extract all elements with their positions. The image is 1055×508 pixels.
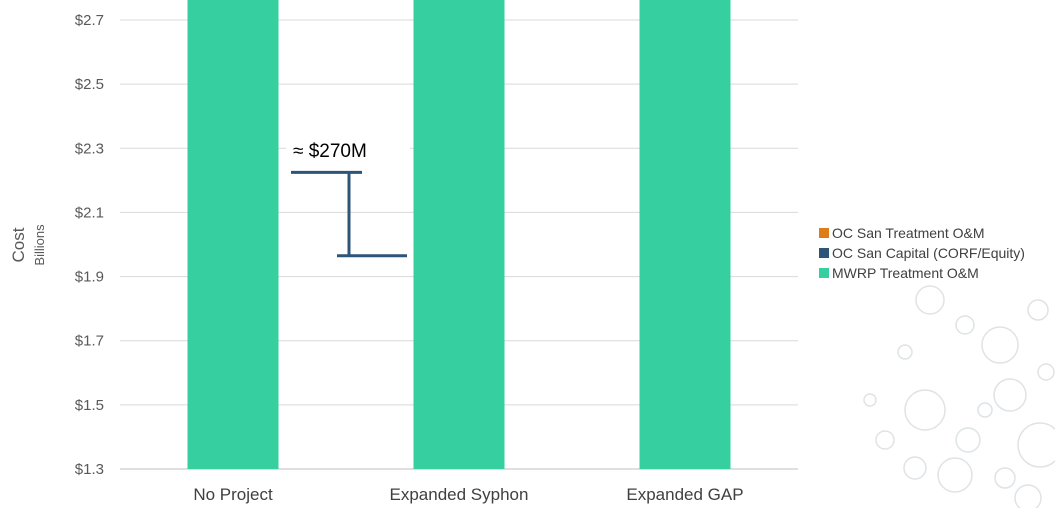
bubble-decoration — [875, 430, 895, 450]
y-tick-label: $1.3 — [75, 461, 104, 478]
x-tick-label: Expanded Syphon — [390, 485, 529, 504]
annotation-label: ≈ $270M — [293, 141, 367, 162]
bar-segment — [187, 0, 279, 470]
difference-annotation: ≈ $270M — [286, 134, 410, 258]
y-tick-label: $2.5 — [75, 76, 104, 93]
x-tick-label: No Project — [193, 485, 273, 504]
bubble-decoration — [993, 378, 1027, 412]
x-tick-label: Expanded GAP — [626, 485, 743, 504]
y-axis-label: Cost — [9, 227, 28, 262]
bubble-decoration — [937, 457, 973, 493]
bars — [187, 0, 731, 470]
y-tick-label: $1.5 — [75, 397, 104, 414]
y-tick-label: $2.3 — [75, 140, 104, 157]
bubble-decoration — [1017, 422, 1055, 468]
bubble-decoration — [1027, 299, 1049, 321]
y-axis-unit-label: Billions — [32, 224, 47, 266]
background-bubbles-decoration — [863, 285, 1055, 508]
bar-segment — [639, 0, 731, 470]
bubble-decoration — [1014, 484, 1042, 508]
y-tick-label: $2.7 — [75, 12, 104, 29]
bubble-decoration — [994, 467, 1016, 489]
y-axis-ticks: $1.3 $1.5 $1.7 $1.9 $2.1 $2.3 $2.5 $2.7 — [75, 12, 104, 478]
bubble-decoration — [863, 393, 877, 407]
bubble-decoration — [904, 389, 946, 431]
legend-swatch — [819, 268, 829, 278]
bar-segment — [413, 0, 505, 470]
y-tick-label: $1.7 — [75, 333, 104, 350]
legend-swatch — [819, 228, 829, 238]
bubble-decoration — [955, 427, 981, 453]
legend-label: OC San Capital (CORF/Equity) — [832, 245, 1025, 261]
bubble-decoration — [897, 344, 913, 360]
annotation-label-background — [286, 134, 410, 164]
y-tick-label: $2.1 — [75, 204, 104, 221]
x-axis-labels: No Project Expanded Syphon Expanded GAP — [193, 485, 743, 504]
bubble-decoration — [977, 402, 993, 418]
legend: OC San Treatment O&M OC San Capital (CORF… — [819, 225, 1025, 281]
bubble-decoration — [903, 456, 927, 480]
legend-swatch — [819, 248, 829, 258]
bubble-decoration — [955, 315, 975, 335]
legend-label: OC San Treatment O&M — [832, 225, 985, 241]
legend-label: MWRP Treatment O&M — [832, 265, 979, 281]
y-tick-label: $1.9 — [75, 269, 104, 286]
bubble-decoration — [981, 326, 1019, 364]
bubble-decoration — [1037, 363, 1055, 381]
bubble-decoration — [915, 285, 945, 315]
